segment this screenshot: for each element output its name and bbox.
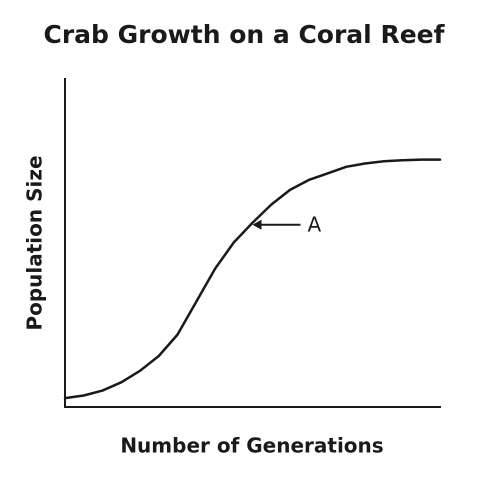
data-line [63,158,442,400]
x-axis-label: Number of Generations [120,434,383,458]
chart-title: Crab Growth on a Coral Reef [43,20,445,49]
y-axis-label: Population Size [23,155,47,330]
annotation-label: A [308,212,322,236]
annotation-arrowhead [252,219,262,230]
